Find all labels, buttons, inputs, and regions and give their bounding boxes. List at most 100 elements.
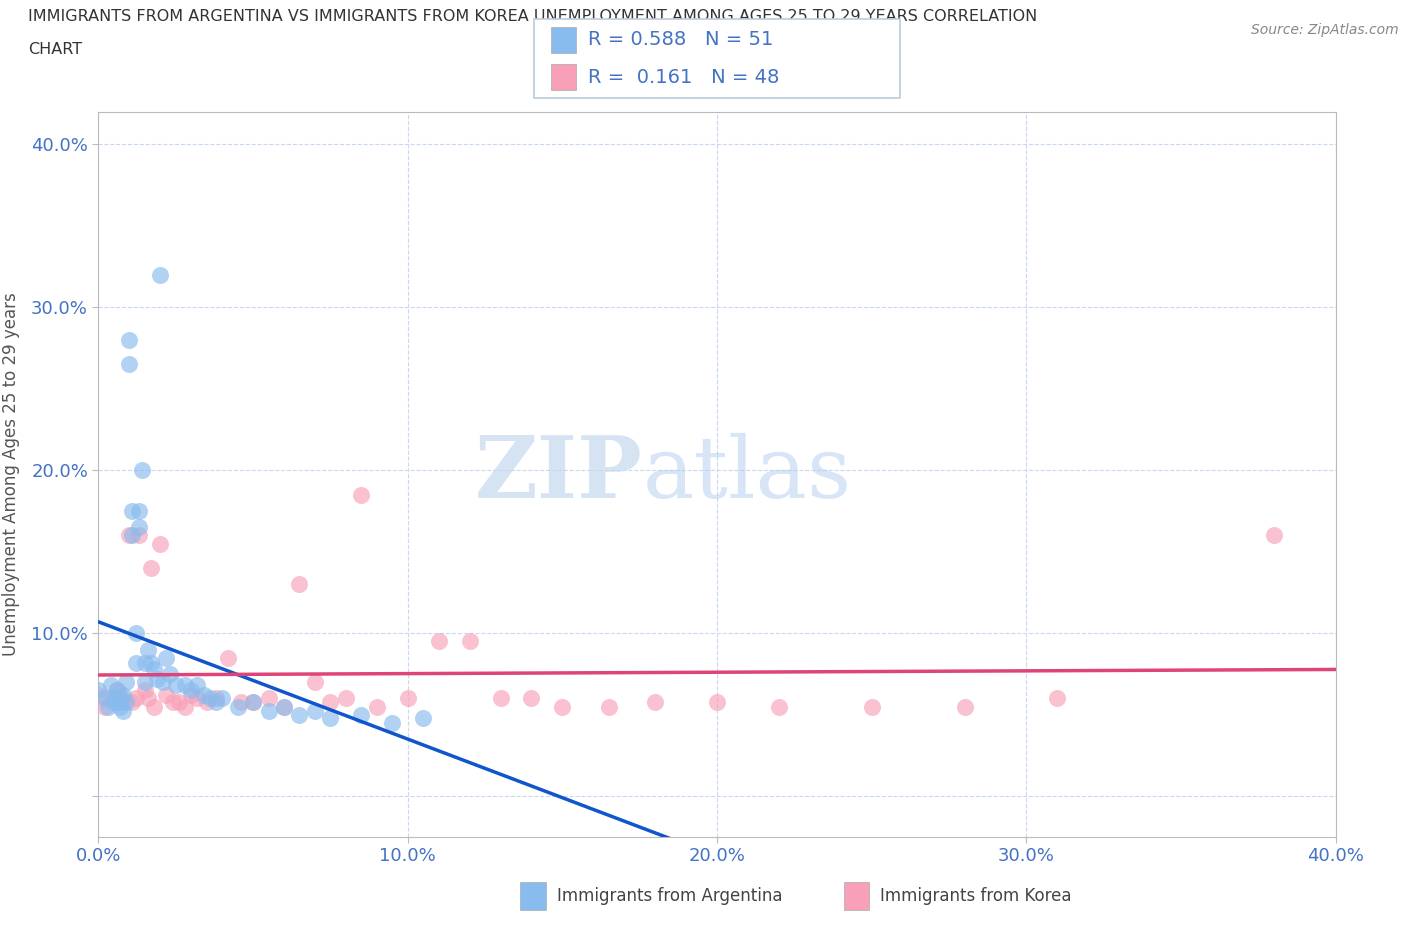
- Point: [257, 691, 280, 706]
- Point: [108, 691, 131, 706]
- Point: [100, 691, 122, 706]
- Point: [97, 699, 120, 714]
- Point: [706, 695, 728, 710]
- Text: atlas: atlas: [643, 432, 852, 516]
- Point: [149, 536, 172, 551]
- Point: [366, 699, 388, 714]
- Point: [134, 683, 156, 698]
- Point: [198, 691, 221, 706]
- Text: R =  0.161   N = 48: R = 0.161 N = 48: [588, 68, 779, 86]
- Point: [105, 683, 128, 698]
- Point: [108, 699, 131, 714]
- Point: [143, 661, 166, 676]
- Text: R = 0.588   N = 51: R = 0.588 N = 51: [588, 31, 773, 49]
- Point: [112, 704, 135, 719]
- Point: [124, 626, 146, 641]
- Point: [128, 528, 150, 543]
- Point: [288, 708, 311, 723]
- Point: [319, 711, 342, 725]
- Point: [100, 678, 122, 693]
- Point: [136, 691, 159, 706]
- Point: [167, 695, 190, 710]
- Point: [520, 691, 543, 706]
- Point: [121, 503, 143, 518]
- Point: [1263, 528, 1285, 543]
- Point: [288, 577, 311, 591]
- Point: [350, 708, 373, 723]
- Point: [128, 520, 150, 535]
- Point: [242, 695, 264, 710]
- Point: [128, 503, 150, 518]
- Point: [273, 699, 295, 714]
- Text: CHART: CHART: [28, 42, 82, 57]
- Point: [124, 691, 146, 706]
- Point: [205, 691, 228, 706]
- Point: [304, 674, 326, 689]
- Point: [162, 695, 184, 710]
- Point: [205, 695, 228, 710]
- Text: Immigrants from Argentina: Immigrants from Argentina: [557, 886, 782, 905]
- Point: [273, 699, 295, 714]
- Point: [108, 688, 131, 703]
- Point: [115, 674, 138, 689]
- Point: [105, 683, 128, 698]
- Point: [953, 699, 976, 714]
- Text: ZIP: ZIP: [475, 432, 643, 516]
- Y-axis label: Unemployment Among Ages 25 to 29 years: Unemployment Among Ages 25 to 29 years: [1, 292, 20, 657]
- Point: [350, 487, 373, 502]
- Point: [195, 695, 218, 710]
- Point: [103, 695, 125, 710]
- Point: [121, 695, 143, 710]
- Point: [139, 561, 162, 576]
- Point: [118, 357, 141, 372]
- Point: [146, 671, 169, 686]
- Point: [193, 688, 215, 703]
- Point: [112, 695, 135, 710]
- Point: [860, 699, 883, 714]
- Point: [115, 695, 138, 710]
- Point: [180, 688, 202, 703]
- Point: [396, 691, 419, 706]
- Point: [304, 704, 326, 719]
- Point: [93, 699, 115, 714]
- Point: [124, 655, 146, 670]
- Text: IMMIGRANTS FROM ARGENTINA VS IMMIGRANTS FROM KOREA UNEMPLOYMENT AMONG AGES 25 TO: IMMIGRANTS FROM ARGENTINA VS IMMIGRANTS …: [28, 9, 1038, 24]
- Point: [112, 688, 135, 703]
- Point: [155, 650, 177, 665]
- Point: [103, 691, 125, 706]
- Point: [134, 674, 156, 689]
- Point: [551, 699, 574, 714]
- Point: [143, 699, 166, 714]
- Point: [93, 691, 115, 706]
- Point: [186, 678, 208, 693]
- Point: [226, 699, 249, 714]
- Point: [427, 634, 450, 649]
- Point: [211, 691, 233, 706]
- Point: [87, 688, 110, 703]
- Point: [121, 528, 143, 543]
- Point: [180, 683, 202, 698]
- Point: [768, 699, 790, 714]
- Text: Immigrants from Korea: Immigrants from Korea: [880, 886, 1071, 905]
- Point: [242, 695, 264, 710]
- Point: [186, 691, 208, 706]
- Point: [412, 711, 434, 725]
- Point: [118, 332, 141, 347]
- Point: [381, 715, 404, 730]
- Point: [229, 695, 252, 710]
- Point: [139, 655, 162, 670]
- Point: [165, 678, 187, 693]
- Point: [598, 699, 620, 714]
- Point: [149, 267, 172, 282]
- Point: [159, 667, 181, 682]
- Point: [134, 655, 156, 670]
- Point: [152, 674, 174, 689]
- Point: [174, 699, 197, 714]
- Point: [105, 695, 128, 710]
- Point: [319, 695, 342, 710]
- Text: Source: ZipAtlas.com: Source: ZipAtlas.com: [1251, 23, 1399, 37]
- Point: [131, 463, 153, 478]
- Point: [136, 642, 159, 657]
- Point: [257, 704, 280, 719]
- Point: [87, 683, 110, 698]
